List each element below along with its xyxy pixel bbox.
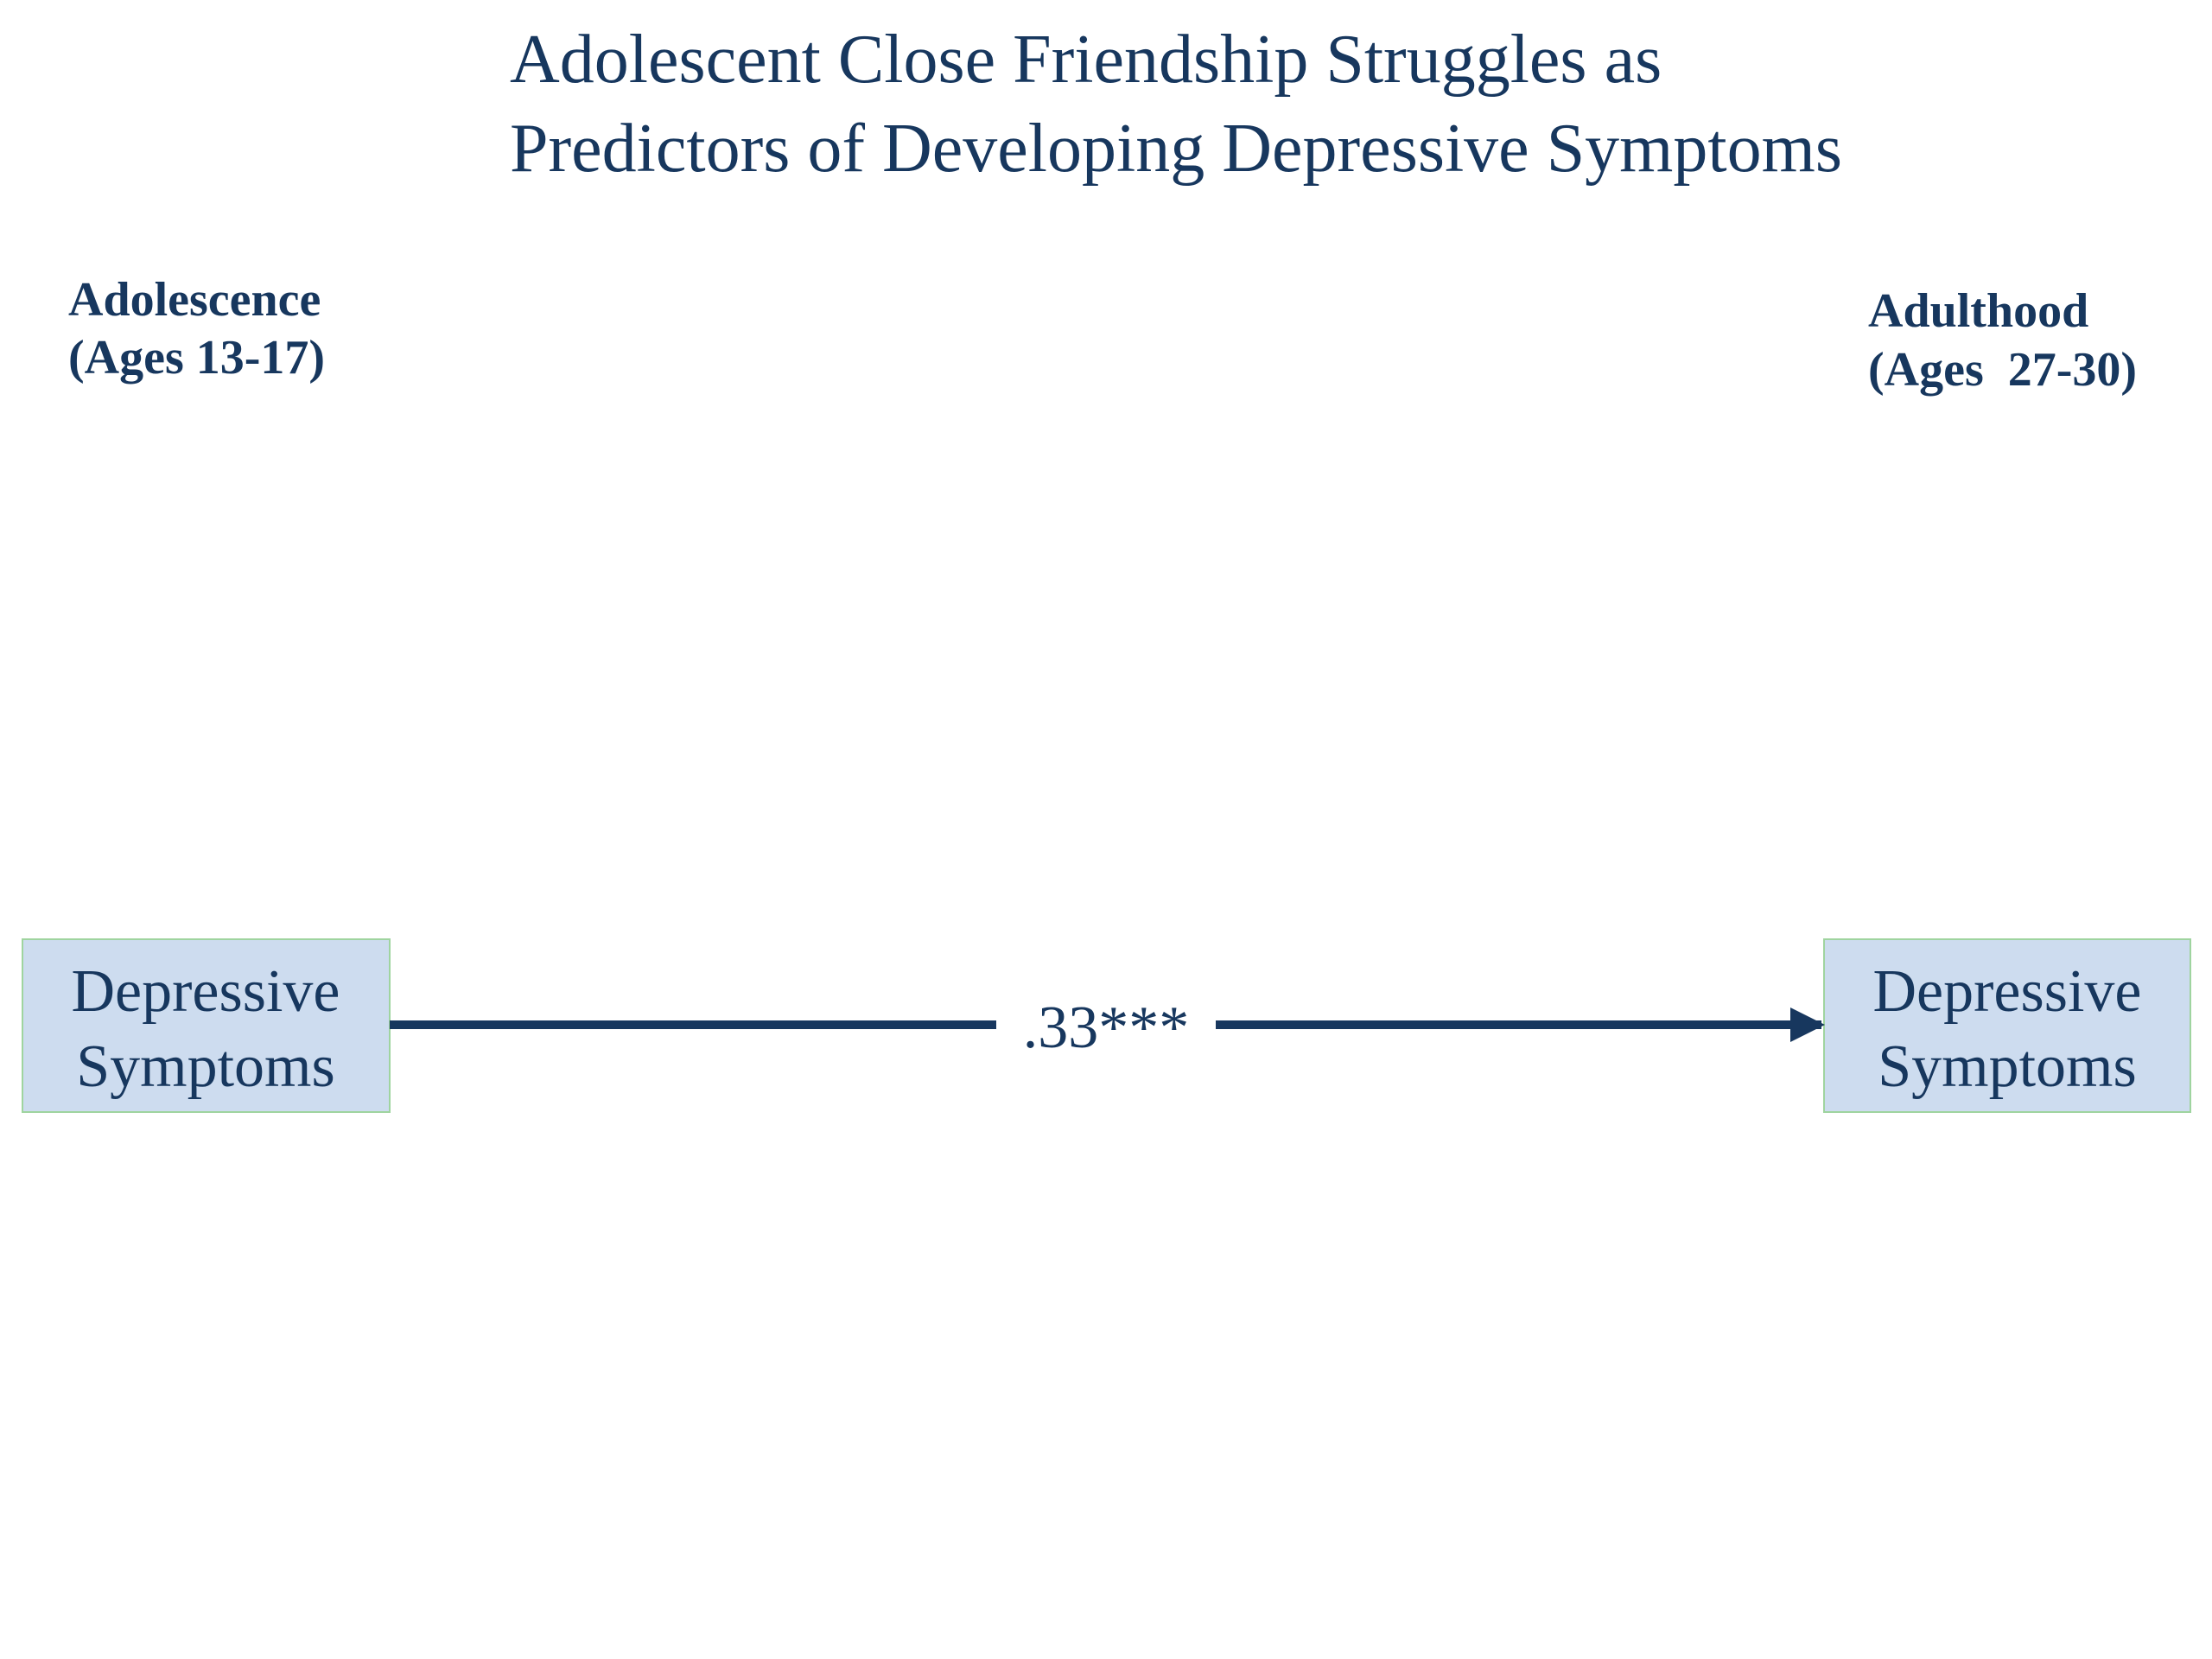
period-ages: (Ages 13-17) bbox=[68, 331, 325, 385]
node-label: Depressive bbox=[71, 958, 340, 1025]
edge-label: .33*** bbox=[1023, 995, 1190, 1061]
period-name: Adulthood bbox=[1868, 284, 2088, 338]
node-box bbox=[1823, 938, 2191, 1113]
node-label: Symptoms bbox=[1878, 1033, 2137, 1100]
period-ages: (Ages 27-30) bbox=[1868, 343, 2137, 397]
period-name: Adolescence bbox=[68, 273, 321, 327]
node-label: Symptoms bbox=[76, 1033, 335, 1100]
title-line: Predictors of Developing Depressive Symp… bbox=[510, 111, 1842, 187]
title-line: Adolescent Close Friendship Struggles as bbox=[510, 22, 1662, 98]
node-label: Depressive bbox=[1872, 958, 2141, 1025]
node-box bbox=[22, 938, 391, 1113]
